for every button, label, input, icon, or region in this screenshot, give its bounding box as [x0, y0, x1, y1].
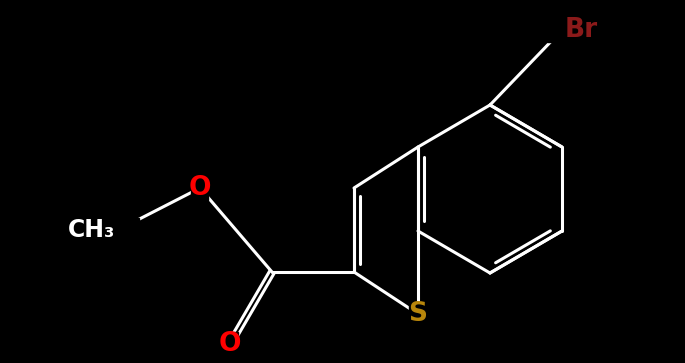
Text: O: O — [219, 331, 241, 357]
Bar — [221, 332, 238, 356]
Bar — [547, 18, 577, 42]
Text: Br: Br — [565, 17, 598, 43]
Bar — [410, 302, 427, 326]
Text: CH₃: CH₃ — [68, 218, 115, 242]
Bar — [192, 176, 208, 200]
Text: O: O — [189, 175, 211, 201]
Bar — [97, 218, 140, 242]
Text: S: S — [408, 301, 427, 327]
